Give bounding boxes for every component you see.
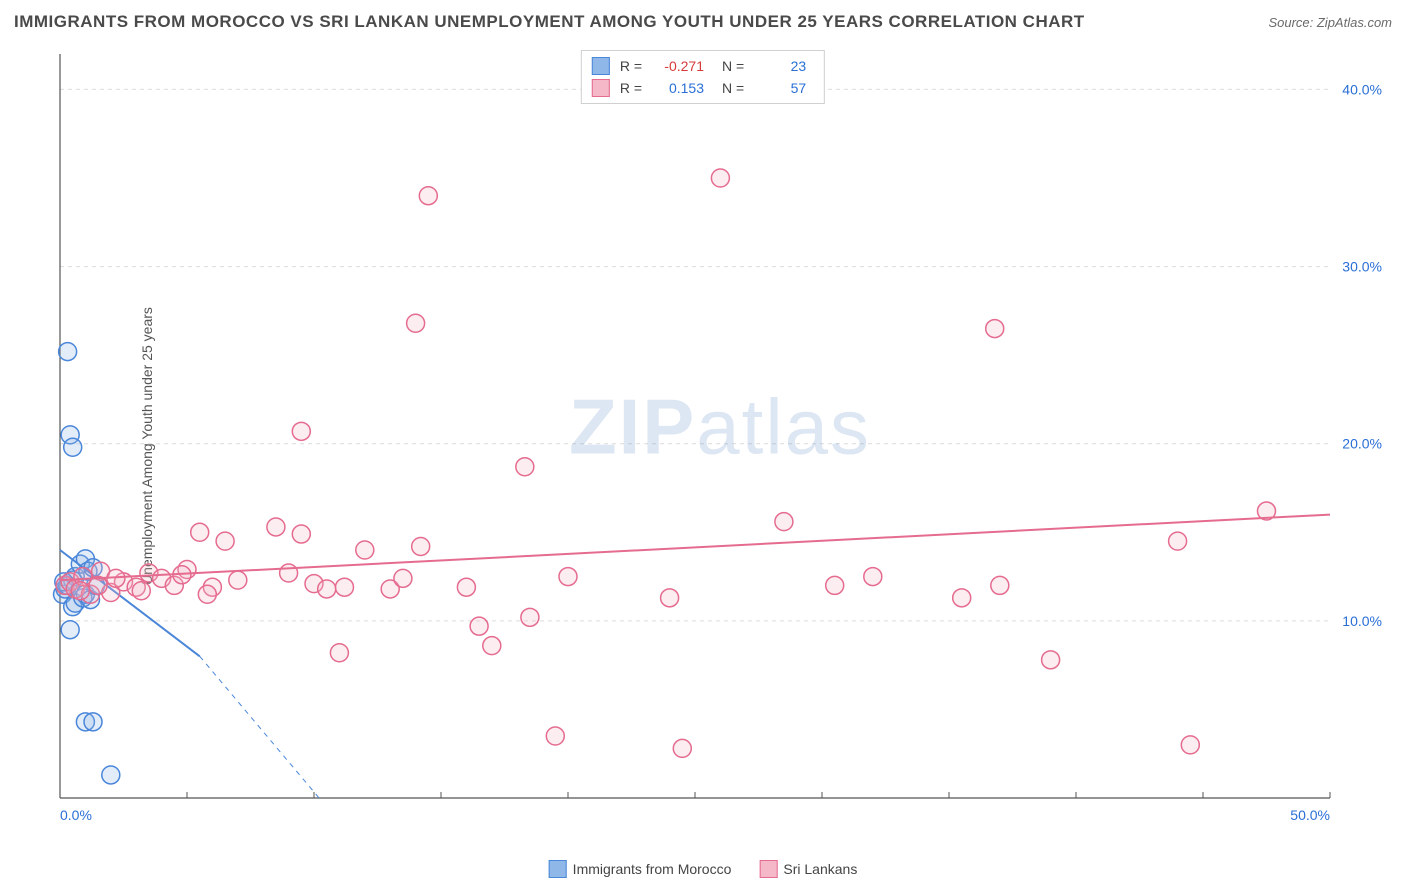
chart-title: IMMIGRANTS FROM MOROCCO VS SRI LANKAN UN… [14, 12, 1085, 32]
stats-row-srilankan: R = 0.153 N = 57 [592, 77, 814, 99]
svg-text:30.0%: 30.0% [1342, 259, 1382, 275]
svg-text:20.0%: 20.0% [1342, 436, 1382, 452]
stats-row-morocco: R = -0.271 N = 23 [592, 55, 814, 77]
swatch-srilankan-2 [759, 860, 777, 878]
stats-legend: R = -0.271 N = 23 R = 0.153 N = 57 [581, 50, 825, 104]
svg-text:50.0%: 50.0% [1290, 807, 1330, 823]
swatch-morocco [592, 57, 610, 75]
source-label: Source: ZipAtlas.com [1268, 15, 1392, 30]
swatch-srilankan [592, 79, 610, 97]
svg-text:0.0%: 0.0% [60, 807, 92, 823]
svg-text:40.0%: 40.0% [1342, 81, 1382, 97]
n-value-srilankan: 57 [758, 80, 806, 96]
scatter-plot: 10.0%20.0%30.0%40.0%0.0%50.0% ZIPatlas [50, 48, 1390, 838]
legend-item-morocco: Immigrants from Morocco [549, 860, 732, 878]
bottom-legend: Immigrants from Morocco Sri Lankans [549, 860, 858, 878]
plot-svg: 10.0% 20.0% 30.0% 40.0% 0.0% 50.0% [50, 48, 1390, 838]
n-value-morocco: 23 [758, 58, 806, 74]
r-value-morocco: -0.271 [656, 58, 704, 74]
legend-label-srilankan: Sri Lankans [783, 861, 857, 877]
legend-item-srilankan: Sri Lankans [759, 860, 857, 878]
r-value-srilankan: 0.153 [656, 80, 704, 96]
svg-text:10.0%: 10.0% [1342, 613, 1382, 629]
swatch-morocco-2 [549, 860, 567, 878]
legend-label-morocco: Immigrants from Morocco [573, 861, 732, 877]
